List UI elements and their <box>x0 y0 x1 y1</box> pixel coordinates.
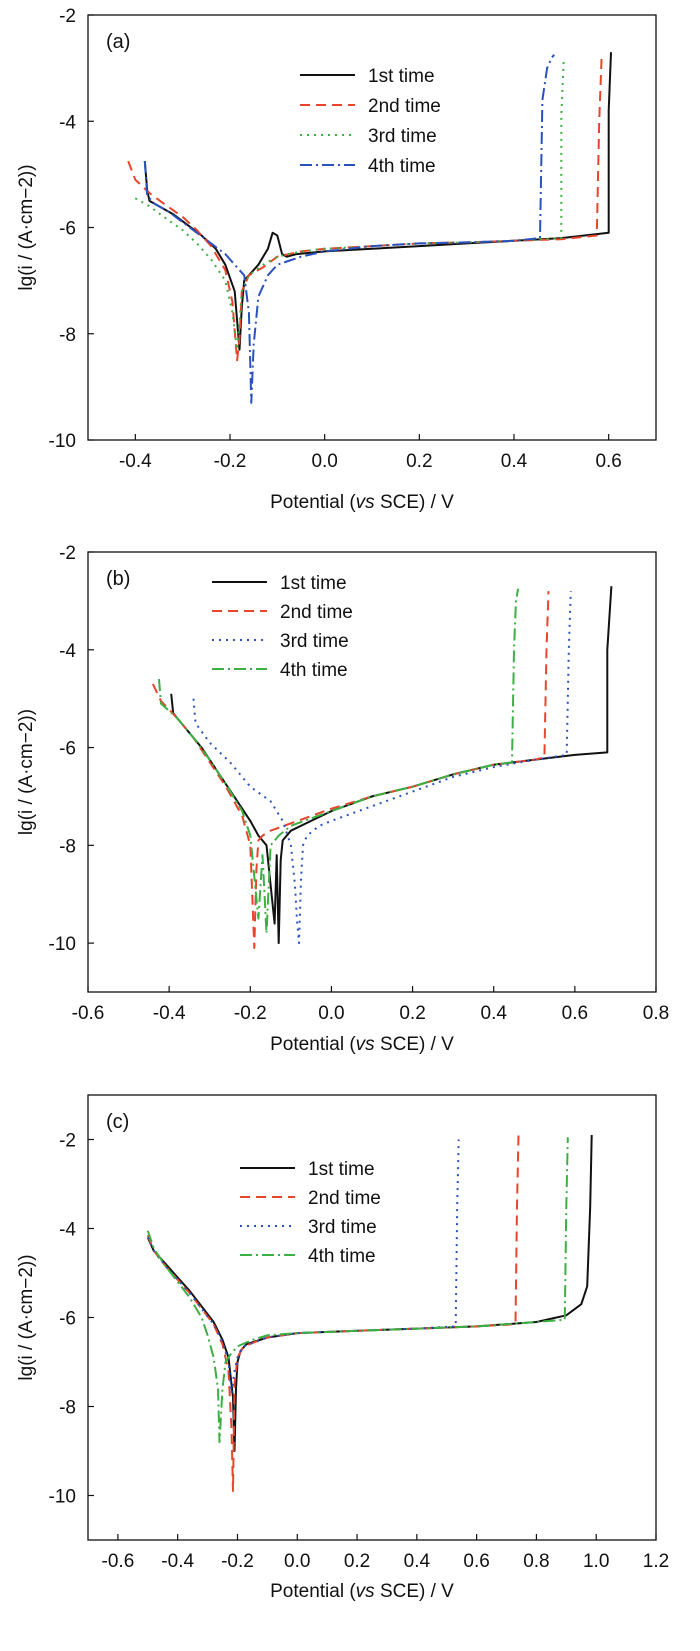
series-line-4 <box>158 588 520 935</box>
y-tick-label: -10 <box>49 1487 76 1508</box>
y-axis-label: lg(i / (A·cm−2)) <box>16 164 37 290</box>
x-tick-label: -0.4 <box>161 1551 194 1572</box>
x-tick-label: 0.2 <box>406 451 432 472</box>
panel-label: (b) <box>106 568 130 590</box>
legend-label-3: 3rd time <box>308 1217 377 1238</box>
data-lines <box>151 586 613 949</box>
x-tick-label: -0.2 <box>234 1003 267 1024</box>
x-tick-label: 0.0 <box>318 1003 344 1024</box>
y-tick-label: -10 <box>49 934 76 955</box>
series-line-3 <box>192 591 572 945</box>
x-tick-label: 0.8 <box>643 1003 669 1024</box>
series-line-1 <box>146 1134 593 1452</box>
y-tick-label: -8 <box>59 1398 76 1419</box>
legend-label-2: 2nd time <box>280 602 353 623</box>
legend-label-1: 1st time <box>308 1159 375 1180</box>
x-tick-label: 0.4 <box>481 1003 508 1024</box>
x-tick-label: -0.6 <box>72 1003 105 1024</box>
x-tick-label: 0.6 <box>595 451 621 472</box>
x-tick-label: 0.2 <box>399 1003 425 1024</box>
x-tick-label: -0.4 <box>153 1003 186 1024</box>
y-tick-label: -6 <box>59 739 76 760</box>
x-tick-label: 0.6 <box>463 1551 489 1572</box>
series-line-4 <box>143 54 555 404</box>
x-tick-label: 0.0 <box>284 1551 310 1572</box>
y-tick-label: -8 <box>59 325 76 346</box>
x-tick-label: -0.2 <box>214 451 247 472</box>
x-tick-label: -0.4 <box>119 451 152 472</box>
legend-label-1: 1st time <box>368 66 435 87</box>
x-tick-label: -0.2 <box>221 1551 254 1572</box>
x-tick-label: 0.4 <box>404 1551 431 1572</box>
y-tick-label: -6 <box>59 219 76 240</box>
x-axis-label: Potential (vs SCE) / V <box>270 492 454 513</box>
legend-label-2: 2nd time <box>308 1188 381 1209</box>
legend-label-4: 4th time <box>308 1246 376 1267</box>
legend-label-3: 3rd time <box>280 631 349 652</box>
y-tick-label: -4 <box>59 1220 76 1241</box>
plot-frame <box>87 551 657 993</box>
y-tick-label: -4 <box>59 641 76 662</box>
series-line-2 <box>127 57 603 362</box>
data-lines <box>127 52 612 404</box>
x-axis-label: Potential (vs SCE) / V <box>270 1581 454 1602</box>
y-tick-label: -6 <box>59 1309 76 1330</box>
series-line-3 <box>134 60 565 351</box>
x-tick-label: 0.0 <box>311 451 337 472</box>
x-tick-label: 0.4 <box>501 451 528 472</box>
chart-panel-2: -0.6 -0.4 -0.2 0.0 0.2 0.4 0.6 0.8 -10 -8 -6 -4 -2 1s… <box>16 543 669 1055</box>
y-tick-label: -2 <box>59 6 76 27</box>
panel-label: (c) <box>106 1111 129 1133</box>
y-axis-label: lg(i / (A·cm−2)) <box>16 1254 37 1380</box>
x-axis-label: Potential (vs SCE) / V <box>270 1034 454 1055</box>
legend-label-4: 4th time <box>280 660 348 681</box>
legend-label-3: 3rd time <box>368 126 437 147</box>
series-line-2 <box>151 591 550 949</box>
y-tick-label: -4 <box>59 112 76 133</box>
y-tick-label: -2 <box>59 1131 76 1152</box>
legend-label-2: 2nd time <box>368 96 441 117</box>
series-line-4 <box>146 1137 569 1444</box>
y-tick-label: -8 <box>59 836 76 857</box>
panel-label: (a) <box>106 31 130 53</box>
y-tick-label: -2 <box>59 543 76 564</box>
chart-panel-1: -0.4 -0.2 0.0 0.2 0.4 0.6 -10 -8 -6 -4 -2 1st time 2… <box>16 6 657 513</box>
x-tick-label: 1.0 <box>583 1551 609 1572</box>
x-tick-label: 0.6 <box>562 1003 588 1024</box>
series-line-1 <box>170 586 613 945</box>
x-tick-label: 0.2 <box>344 1551 370 1572</box>
legend-label-4: 4th time <box>368 156 436 177</box>
y-axis-label: lg(i / (A·cm−2)) <box>16 709 37 835</box>
x-tick-label: 0.8 <box>523 1551 549 1572</box>
chart-panel-3: -0.6 -0.4 -0.2 0.0 0.2 0.4 0.6 0.8 1.0 1.2 -10 -8 -6… <box>16 1094 669 1602</box>
y-tick-label: -10 <box>49 431 76 452</box>
legend-label-1: 1st time <box>280 573 347 594</box>
x-tick-label: -0.6 <box>102 1551 135 1572</box>
series-line-3 <box>146 1139 460 1395</box>
data-lines <box>146 1134 593 1492</box>
x-tick-label: 1.2 <box>643 1551 669 1572</box>
